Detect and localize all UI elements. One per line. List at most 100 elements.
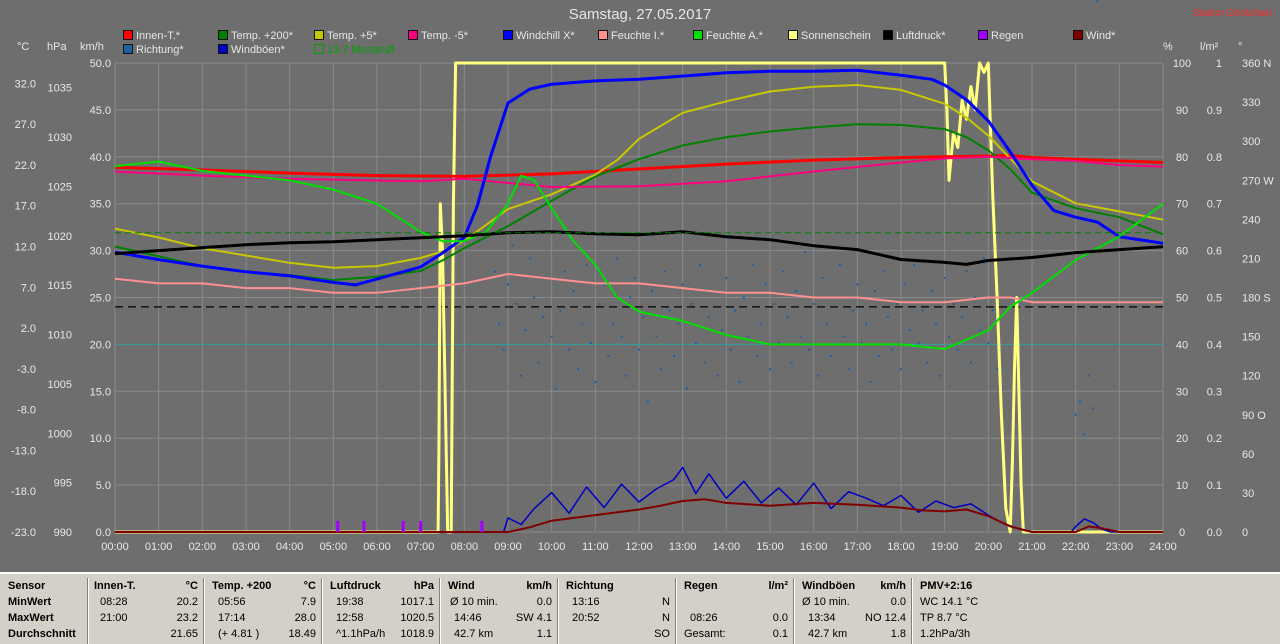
stats-wind-min-b: 0.0 [536,596,552,608]
wind-tick-label: 40.0 [90,152,111,164]
stats-panel: Sensor MinWert MaxWert Durchschnitt Inne… [0,572,1280,644]
legend-item: Luftdruck* [883,30,946,42]
direction-point [507,283,509,286]
direction-point [716,374,719,377]
stats-header-temp: Temp. +200 [212,580,272,592]
rain-tick-label: 0.4 [1207,339,1222,351]
direction-point [969,361,972,364]
x-tick-label: 18:00 [887,541,915,553]
direction-point [568,348,571,351]
stats-wind-max-b: SW 4.1 [515,612,552,624]
stats-unit-wind: km/h [526,580,552,592]
x-tick-label: 10:00 [538,541,566,553]
x-tick-label: 06:00 [363,541,391,553]
stats-label-max: MaxWert [8,612,54,624]
direction-point [978,329,981,332]
x-tick-label: 08:00 [451,541,479,553]
direction-point [585,263,588,266]
unit-percent: % [1163,41,1173,53]
direction-point [686,387,689,390]
direction-point [581,322,584,325]
direction-point [760,322,763,325]
legend-item: Sonnenschein [788,30,871,42]
percent-tick-label: 10 [1176,480,1188,492]
direction-point [734,309,737,312]
stats-header-wind: Wind [448,580,475,592]
deg-tick-label: 300 [1242,136,1260,148]
x-tick-label: 16:00 [800,541,828,553]
legend-label: Windchill X* [516,30,575,42]
legend-swatch [503,30,513,40]
direction-point [703,361,706,364]
direction-point [930,289,933,292]
direction-point [638,348,640,351]
stats-unit-druck: hPa [413,580,434,592]
legend-swatch [314,44,324,54]
legend-swatch [408,30,418,40]
direction-point [651,289,654,292]
direction-point [528,257,531,260]
direction-point [563,270,566,273]
wind-tick-label: 15.0 [90,386,111,398]
x-tick-label: 05:00 [320,541,348,553]
temp-tick-label: 32.0 [15,78,36,90]
pressure-tick-label: 1020 [48,231,72,243]
direction-point [633,276,636,279]
x-tick-label: 24:00 [1149,541,1177,553]
direction-point [589,342,592,345]
stats-regen-max-time: 08:26 [690,612,718,624]
direction-point [690,303,693,306]
deg-tick-label: 240 [1242,214,1260,226]
temp-tick-label: -8.0 [17,405,36,417]
direction-point [952,303,955,306]
direction-point [550,335,553,338]
direction-point [939,374,942,377]
stats-regen-max: 0.0 [772,612,788,624]
stats-col-temp: Temp. +200 °C 05:56 7.9 17:14 28.0 (+ 4.81 … [208,578,323,644]
temp-tick-label: -13.0 [11,445,36,457]
percent-tick-label: 70 [1176,199,1188,211]
temp-tick-label: 7.0 [21,282,36,294]
legend-label: Temp. +200* [231,30,294,42]
legend-item: Richtung* [123,44,184,56]
legend-item: Innen-T.* [123,30,180,42]
percent-tick-label: 80 [1176,152,1188,164]
legend-label: Feuchte A.* [706,30,763,42]
rain-mark [362,521,366,532]
stats-regen-total: 0.1 [772,628,788,640]
direction-point [895,303,898,306]
legend-item: Temp. +5* [314,30,377,42]
legend-label: Windböen* [231,44,285,56]
stats-col-pmv: PMV+2:16 WC 14.1 °C TP 8.7 °C 1.2hPa/3h [916,578,1026,644]
direction-point [926,361,929,364]
weather-chart: 00:00 01:00 02:00 03:00 04:00 05:00 06:00 07:00… [11,0,1274,553]
rain-mark [401,521,405,532]
direction-point [965,270,968,273]
direction-point [603,283,606,286]
direction-point [720,329,723,332]
pressure-tick-label: 990 [54,527,72,539]
direction-point [620,335,623,338]
stats-druck-min: 1017.1 [400,596,434,608]
stats-temp-min-time: 05:56 [218,596,246,608]
direction-point [515,303,518,306]
direction-point [777,342,780,345]
stats-wind-min-a: Ø 10 min. [450,596,498,608]
direction-point [707,316,710,319]
pressure-tick-label: 1005 [48,379,72,391]
direction-point [659,368,662,371]
stats-pmv-trend: 1.2hPa/3h [920,628,971,640]
direction-point [921,309,924,312]
x-tick-label: 01:00 [145,541,173,553]
direction-point [729,348,732,351]
stats-pmv-wc: WC 14.1 °C [920,596,979,608]
x-tick-label: 15:00 [756,541,784,553]
legend-swatch [693,30,703,40]
stats-boen-avg-a: 42.7 km [808,628,848,640]
direction-point [996,368,999,371]
series-luftdruck [114,230,1164,266]
rain-tick-label: 0.8 [1207,152,1222,164]
direction-point [533,296,536,299]
x-tick-label: 22:00 [1062,541,1090,553]
deg-tick-label: 120 [1242,371,1260,383]
